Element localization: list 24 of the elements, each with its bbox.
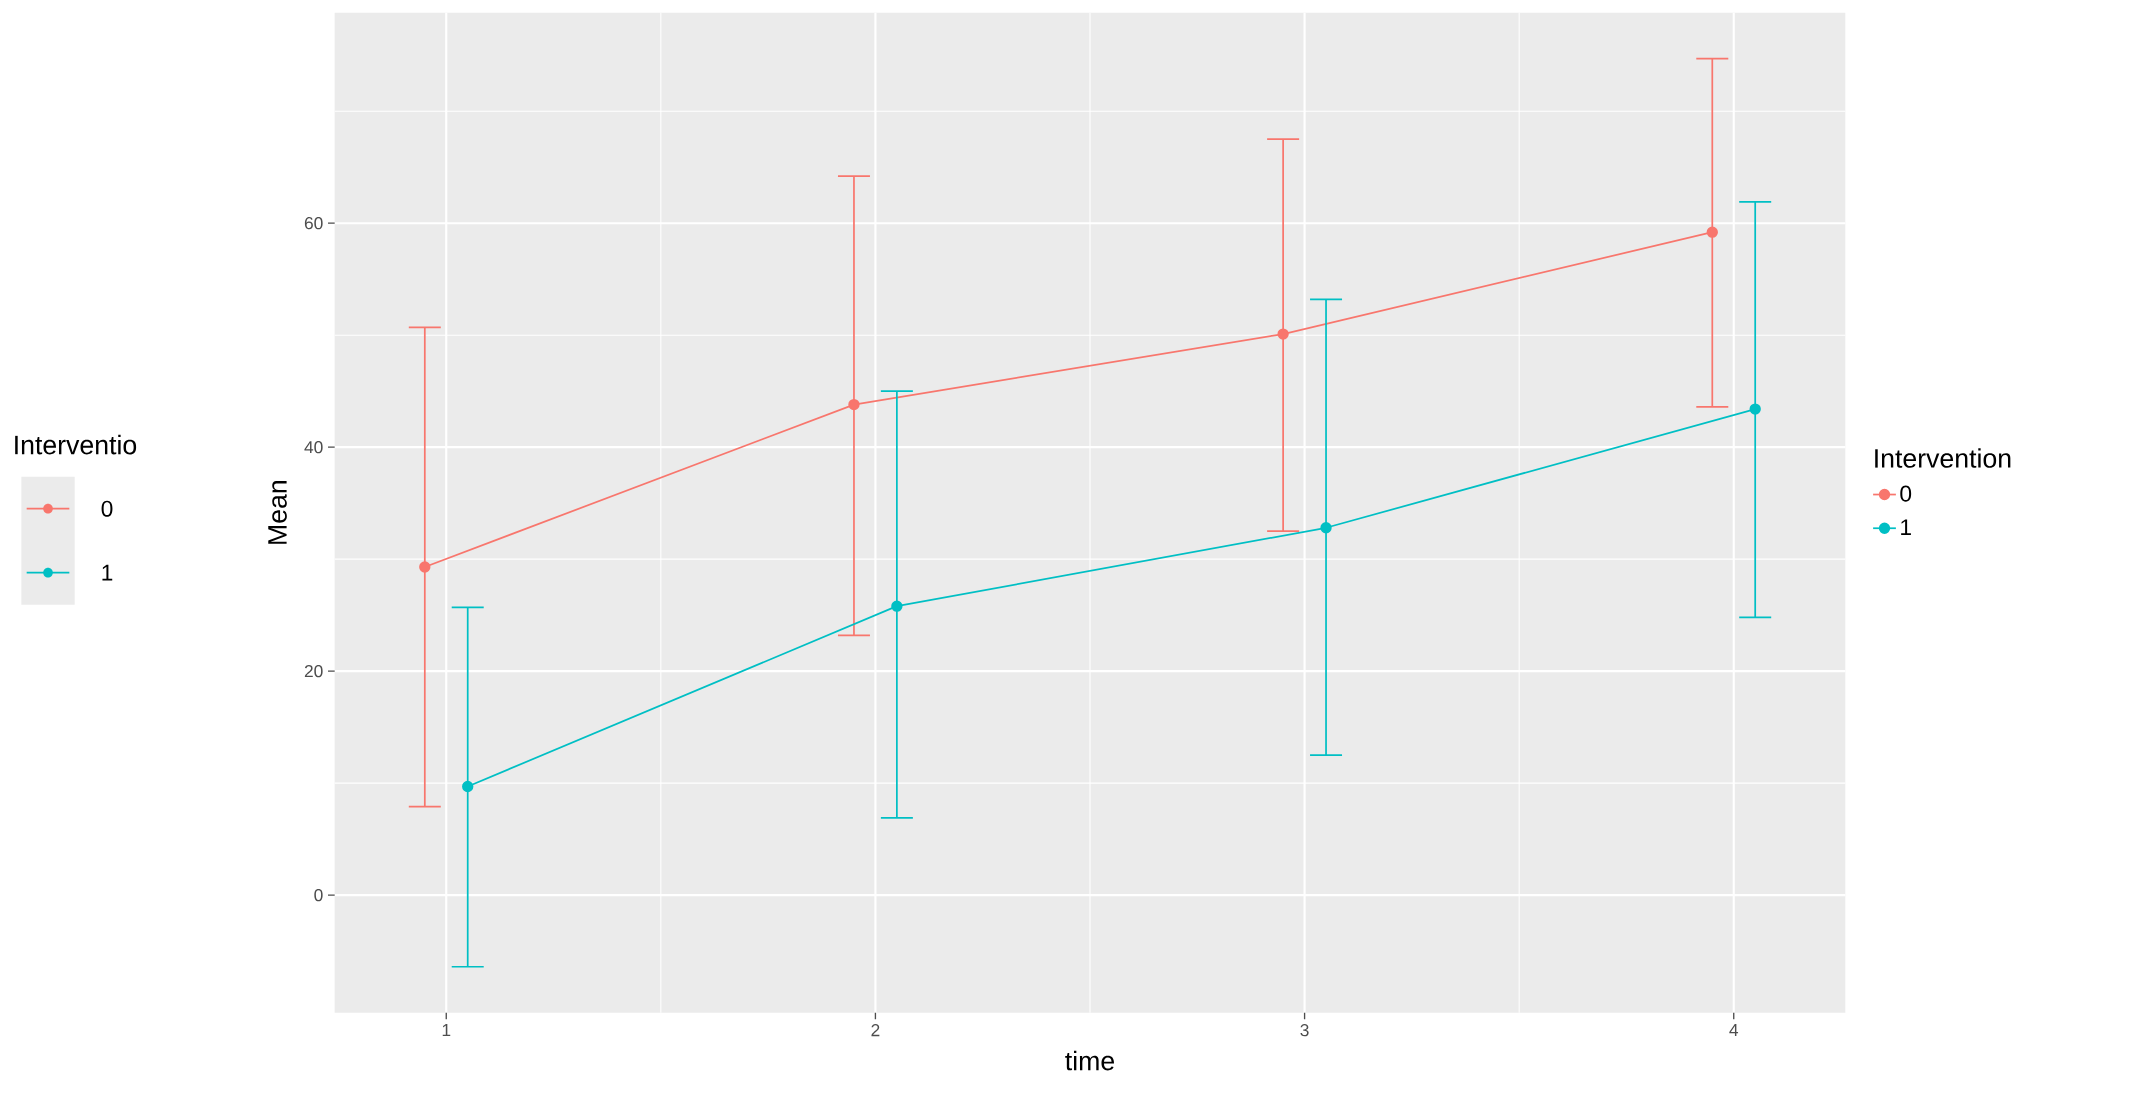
x-tick-label: 2 <box>871 1024 880 1037</box>
x-tick-label: 3 <box>1300 1024 1309 1037</box>
y-axis-title: Mean <box>268 481 287 544</box>
x-tick-label: 1 <box>442 1024 451 1036</box>
text: 1 <box>102 564 113 581</box>
legend-label: 1 <box>1901 519 1911 536</box>
text: Interventio <box>15 434 137 455</box>
legend-label: 0 <box>1900 485 1912 502</box>
legend-title: Intervention <box>1875 448 2011 468</box>
text: 0 <box>101 500 113 517</box>
point <box>1706 226 1718 238</box>
point <box>1277 328 1289 340</box>
point <box>1320 522 1332 534</box>
y-tick-label: 0 <box>314 888 323 902</box>
x-tick-label: 4 <box>1729 1024 1739 1036</box>
point <box>1749 403 1761 415</box>
point <box>848 398 860 411</box>
x-axis-title: time <box>1065 1050 1114 1071</box>
y-tick-label: 40 <box>304 441 323 454</box>
y-tick-label: 60 <box>304 217 323 230</box>
y-tick-label: 20 <box>304 664 323 678</box>
point <box>419 561 431 573</box>
point <box>462 780 474 793</box>
point <box>891 600 903 612</box>
